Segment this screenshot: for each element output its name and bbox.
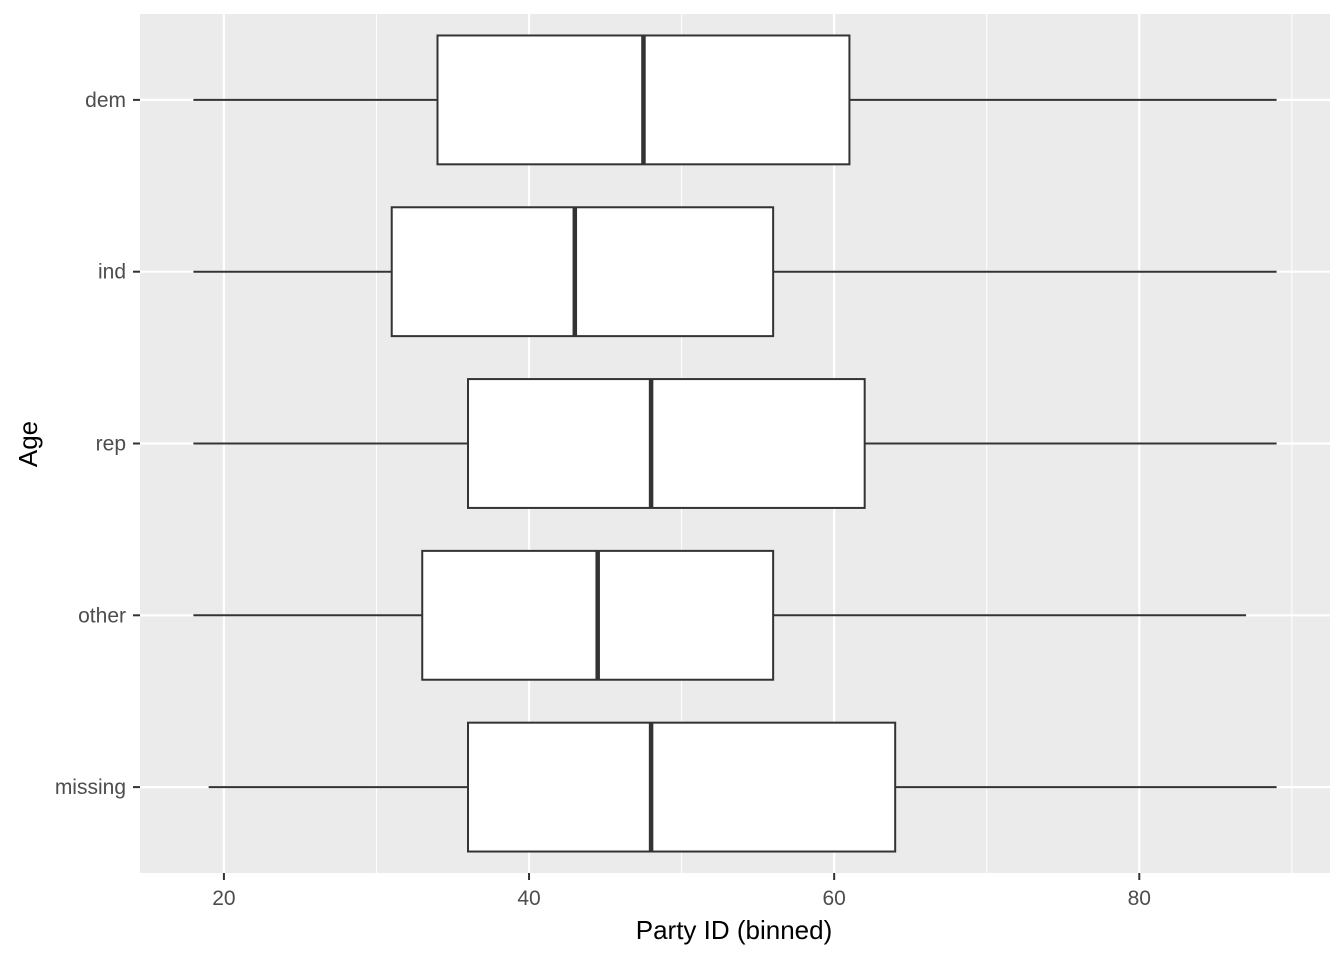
y-tick-label: ind: [98, 261, 126, 284]
box-iqr: [467, 378, 866, 509]
box-ind: [193, 206, 1277, 338]
x-tick-label: 80: [1128, 887, 1151, 910]
box-rep: [193, 378, 1277, 509]
y-axis-title: Age: [13, 421, 43, 467]
y-tick-label: rep: [96, 433, 126, 456]
x-axis-title: Party ID (binned): [636, 915, 833, 945]
y-tick-label: dem: [85, 89, 126, 112]
box-iqr: [467, 721, 897, 853]
box-missing: [208, 721, 1277, 853]
y-axis: dem ind rep other missing: [55, 89, 140, 799]
x-tick-label: 40: [517, 887, 540, 910]
y-tick-label: missing: [55, 776, 126, 799]
boxes-layer: [193, 34, 1277, 853]
box-other: [193, 549, 1247, 681]
box-dem: [193, 34, 1277, 166]
x-tick-label: 20: [212, 887, 235, 910]
box-iqr: [390, 206, 775, 338]
y-tick-label: other: [78, 604, 126, 627]
x-axis: 20 40 60 80: [212, 873, 1151, 910]
x-tick-label: 60: [822, 887, 845, 910]
